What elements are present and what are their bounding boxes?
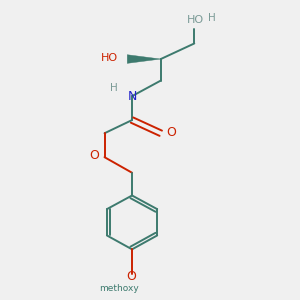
Text: methoxy: methoxy xyxy=(99,284,139,293)
Text: O: O xyxy=(89,149,99,163)
Text: H: H xyxy=(208,13,216,23)
Text: O: O xyxy=(166,125,176,139)
Text: H: H xyxy=(110,83,118,93)
Text: HO: HO xyxy=(100,53,118,63)
Text: N: N xyxy=(128,90,137,103)
Polygon shape xyxy=(127,55,161,63)
Text: HO: HO xyxy=(187,15,204,25)
Text: O: O xyxy=(126,270,136,284)
